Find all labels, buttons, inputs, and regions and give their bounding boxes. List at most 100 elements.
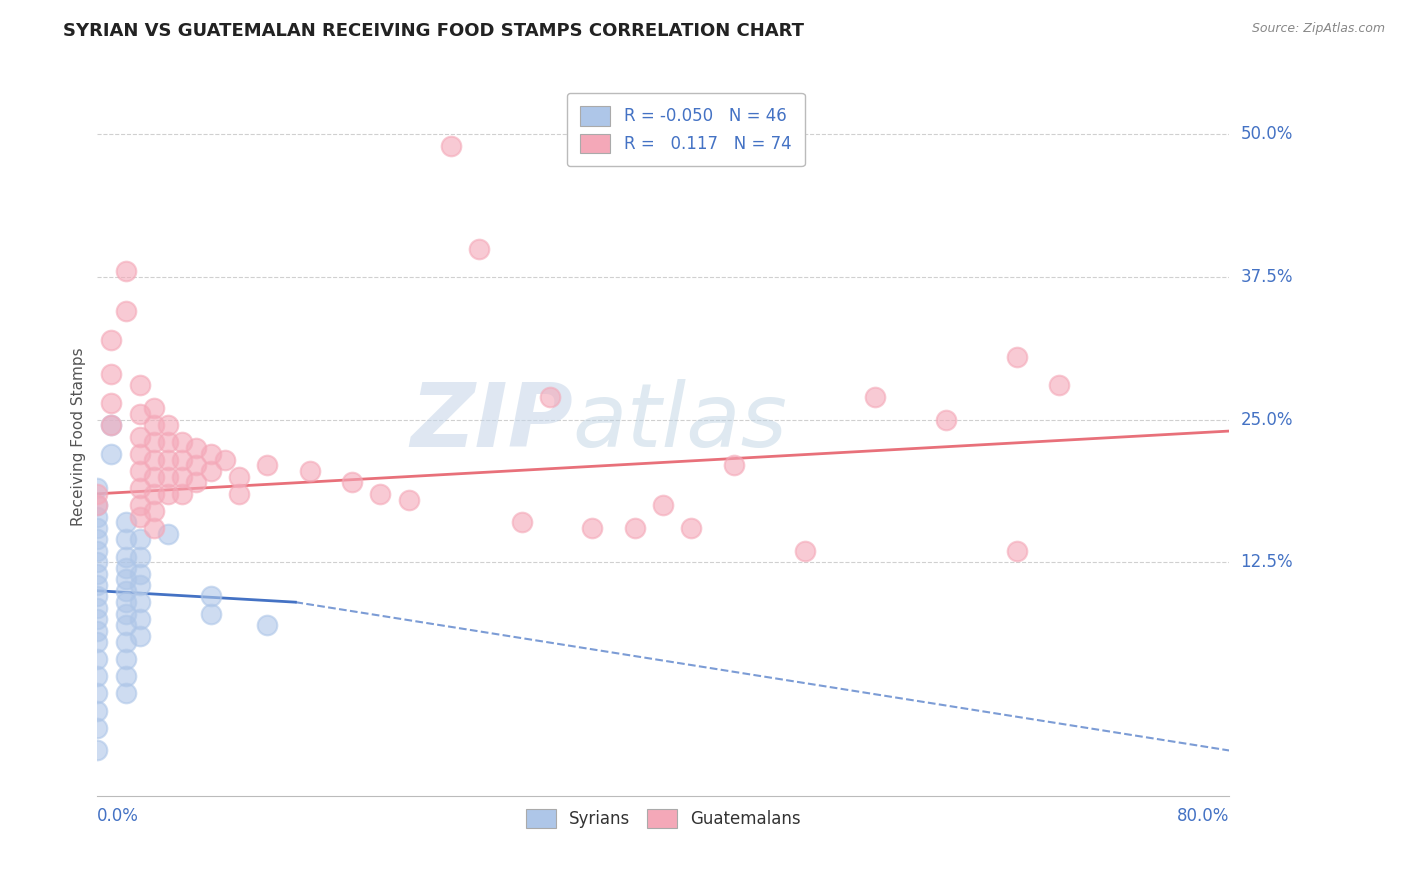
Point	[128, 595, 150, 609]
Point	[157, 418, 180, 433]
Point	[186, 475, 208, 490]
Point	[581, 521, 603, 535]
Point	[114, 618, 136, 632]
Point	[128, 629, 150, 643]
Point	[114, 652, 136, 666]
Text: 25.0%: 25.0%	[1240, 410, 1294, 429]
Point	[128, 447, 150, 461]
Point	[681, 521, 703, 535]
Point	[1005, 544, 1028, 558]
Point	[86, 704, 108, 718]
Point	[86, 624, 108, 638]
Point	[114, 304, 136, 318]
Point	[142, 487, 165, 501]
Point	[86, 652, 108, 666]
Y-axis label: Receiving Food Stamps: Receiving Food Stamps	[72, 348, 86, 526]
Text: 37.5%: 37.5%	[1240, 268, 1294, 286]
Point	[538, 390, 561, 404]
Point	[114, 595, 136, 609]
Point	[100, 447, 122, 461]
Point	[214, 452, 236, 467]
Point	[128, 498, 150, 512]
Point	[172, 469, 194, 483]
Point	[114, 264, 136, 278]
Point	[114, 686, 136, 700]
Point	[172, 435, 194, 450]
Point	[114, 607, 136, 621]
Point	[86, 533, 108, 547]
Point	[86, 721, 108, 735]
Point	[228, 487, 250, 501]
Point	[86, 481, 108, 495]
Point	[723, 458, 745, 473]
Point	[100, 395, 122, 409]
Point	[100, 418, 122, 433]
Point	[114, 561, 136, 575]
Point	[114, 572, 136, 586]
Point	[440, 139, 463, 153]
Point	[128, 578, 150, 592]
Point	[100, 418, 122, 433]
Point	[86, 498, 108, 512]
Point	[114, 635, 136, 649]
Text: SYRIAN VS GUATEMALAN RECEIVING FOOD STAMPS CORRELATION CHART: SYRIAN VS GUATEMALAN RECEIVING FOOD STAM…	[63, 22, 804, 40]
Point	[86, 487, 108, 501]
Text: Source: ZipAtlas.com: Source: ZipAtlas.com	[1251, 22, 1385, 36]
Legend: Syrians, Guatemalans: Syrians, Guatemalans	[519, 802, 807, 835]
Text: 50.0%: 50.0%	[1240, 126, 1292, 144]
Point	[1005, 350, 1028, 364]
Text: 12.5%: 12.5%	[1240, 553, 1294, 571]
Point	[142, 504, 165, 518]
Point	[86, 521, 108, 535]
Point	[865, 390, 887, 404]
Point	[86, 686, 108, 700]
Point	[128, 407, 150, 421]
Point	[128, 430, 150, 444]
Point	[86, 555, 108, 569]
Point	[114, 516, 136, 530]
Point	[100, 367, 122, 381]
Point	[200, 590, 222, 604]
Point	[368, 487, 391, 501]
Point	[256, 618, 278, 632]
Point	[157, 452, 180, 467]
Point	[1047, 378, 1070, 392]
Point	[142, 435, 165, 450]
Point	[157, 487, 180, 501]
Text: 0.0%: 0.0%	[97, 807, 139, 825]
Point	[186, 458, 208, 473]
Point	[86, 590, 108, 604]
Point	[200, 447, 222, 461]
Point	[128, 481, 150, 495]
Point	[86, 509, 108, 524]
Point	[340, 475, 363, 490]
Point	[157, 469, 180, 483]
Point	[510, 516, 533, 530]
Point	[86, 498, 108, 512]
Point	[142, 452, 165, 467]
Point	[128, 509, 150, 524]
Point	[652, 498, 675, 512]
Point	[200, 607, 222, 621]
Point	[86, 669, 108, 683]
Point	[128, 549, 150, 564]
Point	[468, 242, 491, 256]
Point	[86, 578, 108, 592]
Point	[793, 544, 815, 558]
Point	[624, 521, 647, 535]
Point	[114, 533, 136, 547]
Point	[935, 412, 957, 426]
Point	[128, 464, 150, 478]
Point	[256, 458, 278, 473]
Point	[86, 566, 108, 581]
Point	[186, 441, 208, 455]
Point	[128, 612, 150, 626]
Point	[128, 566, 150, 581]
Point	[172, 452, 194, 467]
Point	[86, 544, 108, 558]
Text: 80.0%: 80.0%	[1177, 807, 1229, 825]
Point	[86, 612, 108, 626]
Point	[114, 583, 136, 598]
Point	[100, 333, 122, 347]
Point	[157, 526, 180, 541]
